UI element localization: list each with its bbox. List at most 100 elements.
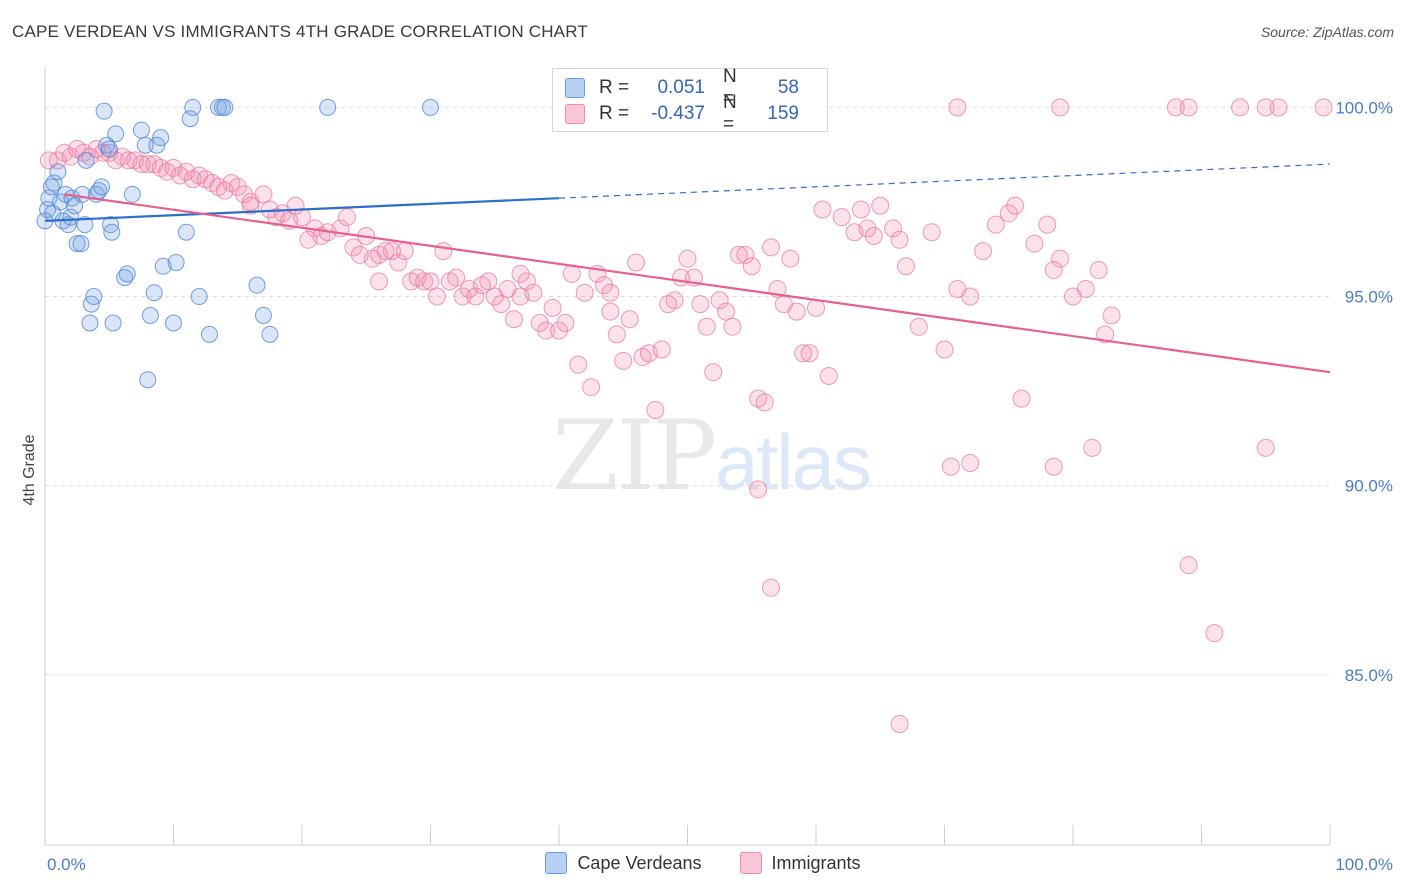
immigrants-point	[851, 200, 870, 219]
cape-verdeans-point	[72, 235, 90, 253]
immigrants-point	[415, 272, 434, 291]
watermark-atlas: atlas	[715, 418, 872, 506]
immigrants-point	[1256, 438, 1275, 457]
cape-verdeans-point	[261, 325, 279, 343]
n-value: 58	[777, 77, 799, 98]
cape-verdeans-point	[422, 98, 439, 116]
immigrants-point	[447, 268, 466, 287]
cape-verdeans-trend-line	[44, 197, 560, 222]
legend-item-cape-verdeans[interactable]: Cape Verdeans	[545, 852, 702, 874]
cape-verdeans-point	[132, 121, 150, 139]
immigrants-point	[620, 310, 639, 329]
immigrants-point	[729, 245, 748, 264]
immigrants-point	[427, 287, 446, 306]
immigrants-point	[697, 317, 716, 336]
immigrants-point	[607, 325, 626, 344]
immigrants-point	[948, 98, 967, 117]
immigrants-point	[800, 344, 819, 363]
immigrants-point	[241, 196, 260, 215]
immigrants-point	[858, 219, 877, 238]
immigrants-point	[723, 317, 742, 336]
cape-verdeans-point	[49, 163, 67, 181]
cape-verdeans-point	[145, 284, 163, 302]
immigrants-point	[601, 283, 620, 302]
immigrants-point	[492, 295, 511, 314]
n-value: 159	[767, 103, 799, 124]
immigrants-point	[530, 314, 549, 332]
immigrants-point	[505, 310, 524, 329]
immigrants-point	[1256, 98, 1275, 117]
immigrants-point	[569, 355, 588, 374]
immigrants-point	[1096, 325, 1115, 344]
immigrants-point	[575, 283, 594, 302]
immigrants-point	[1314, 98, 1333, 117]
immigrants-point	[254, 185, 273, 204]
cape-verdeans-point	[200, 325, 218, 343]
immigrants-point	[704, 363, 723, 382]
immigrants-point	[1083, 438, 1102, 457]
y-tick-label: 95.0%	[1345, 288, 1393, 307]
cape-verdeans-point	[154, 257, 172, 275]
r-label: R =	[599, 77, 630, 98]
immigrants-point	[511, 264, 530, 283]
immigrants-point	[543, 298, 562, 317]
immigrants-point	[909, 317, 928, 336]
legend-label: Immigrants	[771, 852, 861, 873]
cape-verdeans-point	[76, 216, 94, 234]
immigrants-point	[370, 272, 389, 291]
immigrants-point	[614, 351, 633, 370]
immigrants-point	[1179, 556, 1198, 575]
immigrants-point	[742, 257, 761, 276]
immigrants-point	[582, 378, 601, 397]
immigrants-point	[1012, 389, 1031, 408]
cape-verdeans-point	[139, 371, 157, 389]
immigrants-point	[736, 245, 755, 264]
immigrants-point	[389, 253, 408, 272]
y-axis-label: 4th Grade	[21, 434, 38, 505]
immigrants-point	[1205, 624, 1224, 643]
legend-item-immigrants[interactable]: Immigrants	[739, 852, 861, 874]
immigrants-point	[832, 208, 851, 227]
n-label: N =	[723, 92, 737, 135]
immigrants-point	[710, 291, 729, 310]
cape-verdeans-point	[141, 306, 159, 324]
cape-verdeans-point	[62, 208, 80, 226]
immigrants-point	[794, 344, 813, 363]
cape-verdeans-point	[319, 98, 337, 116]
immigrants-point	[813, 200, 832, 219]
immigrants-point	[646, 401, 665, 419]
immigrants-point	[652, 340, 671, 359]
cape-verdeans-swatch	[545, 852, 568, 874]
legend-label: Cape Verdeans	[577, 852, 702, 873]
immigrants-point	[961, 453, 980, 472]
immigrants-point	[132, 155, 151, 174]
series-legend: Cape Verdeans Immigrants	[0, 852, 1406, 874]
chart-title: CAPE VERDEAN VS IMMIGRANTS 4TH GRADE COR…	[12, 22, 588, 41]
immigrants-point	[344, 238, 363, 257]
immigrants-point	[941, 457, 960, 476]
cape-verdeans-point	[181, 110, 199, 128]
cape-verdeans-point	[103, 223, 121, 241]
immigrants-point	[434, 242, 453, 261]
immigrants-point	[1044, 457, 1063, 476]
cape-verdeans-points	[36, 98, 439, 389]
immigrants-point	[665, 291, 684, 310]
y-tick-label: 85.0%	[1345, 666, 1393, 685]
cape-verdeans-point	[216, 98, 234, 116]
immigrants-point	[1044, 261, 1063, 280]
immigrants-point	[961, 287, 980, 306]
immigrants-point	[762, 238, 781, 257]
r-label: R =	[599, 103, 630, 124]
immigrants-point	[562, 264, 581, 283]
legend: R = 0.051 N = 58 R = -0.437 N = 159	[552, 66, 828, 135]
immigrants-point	[299, 230, 318, 249]
n-label: N =	[723, 66, 737, 109]
immigrants-point	[871, 196, 890, 215]
axes	[44, 67, 1331, 846]
immigrants-point	[235, 185, 254, 204]
immigrants-point	[1089, 261, 1108, 280]
cape-verdeans-point	[100, 140, 118, 158]
immigrants-point	[627, 253, 646, 272]
immigrants-point	[1179, 98, 1198, 117]
